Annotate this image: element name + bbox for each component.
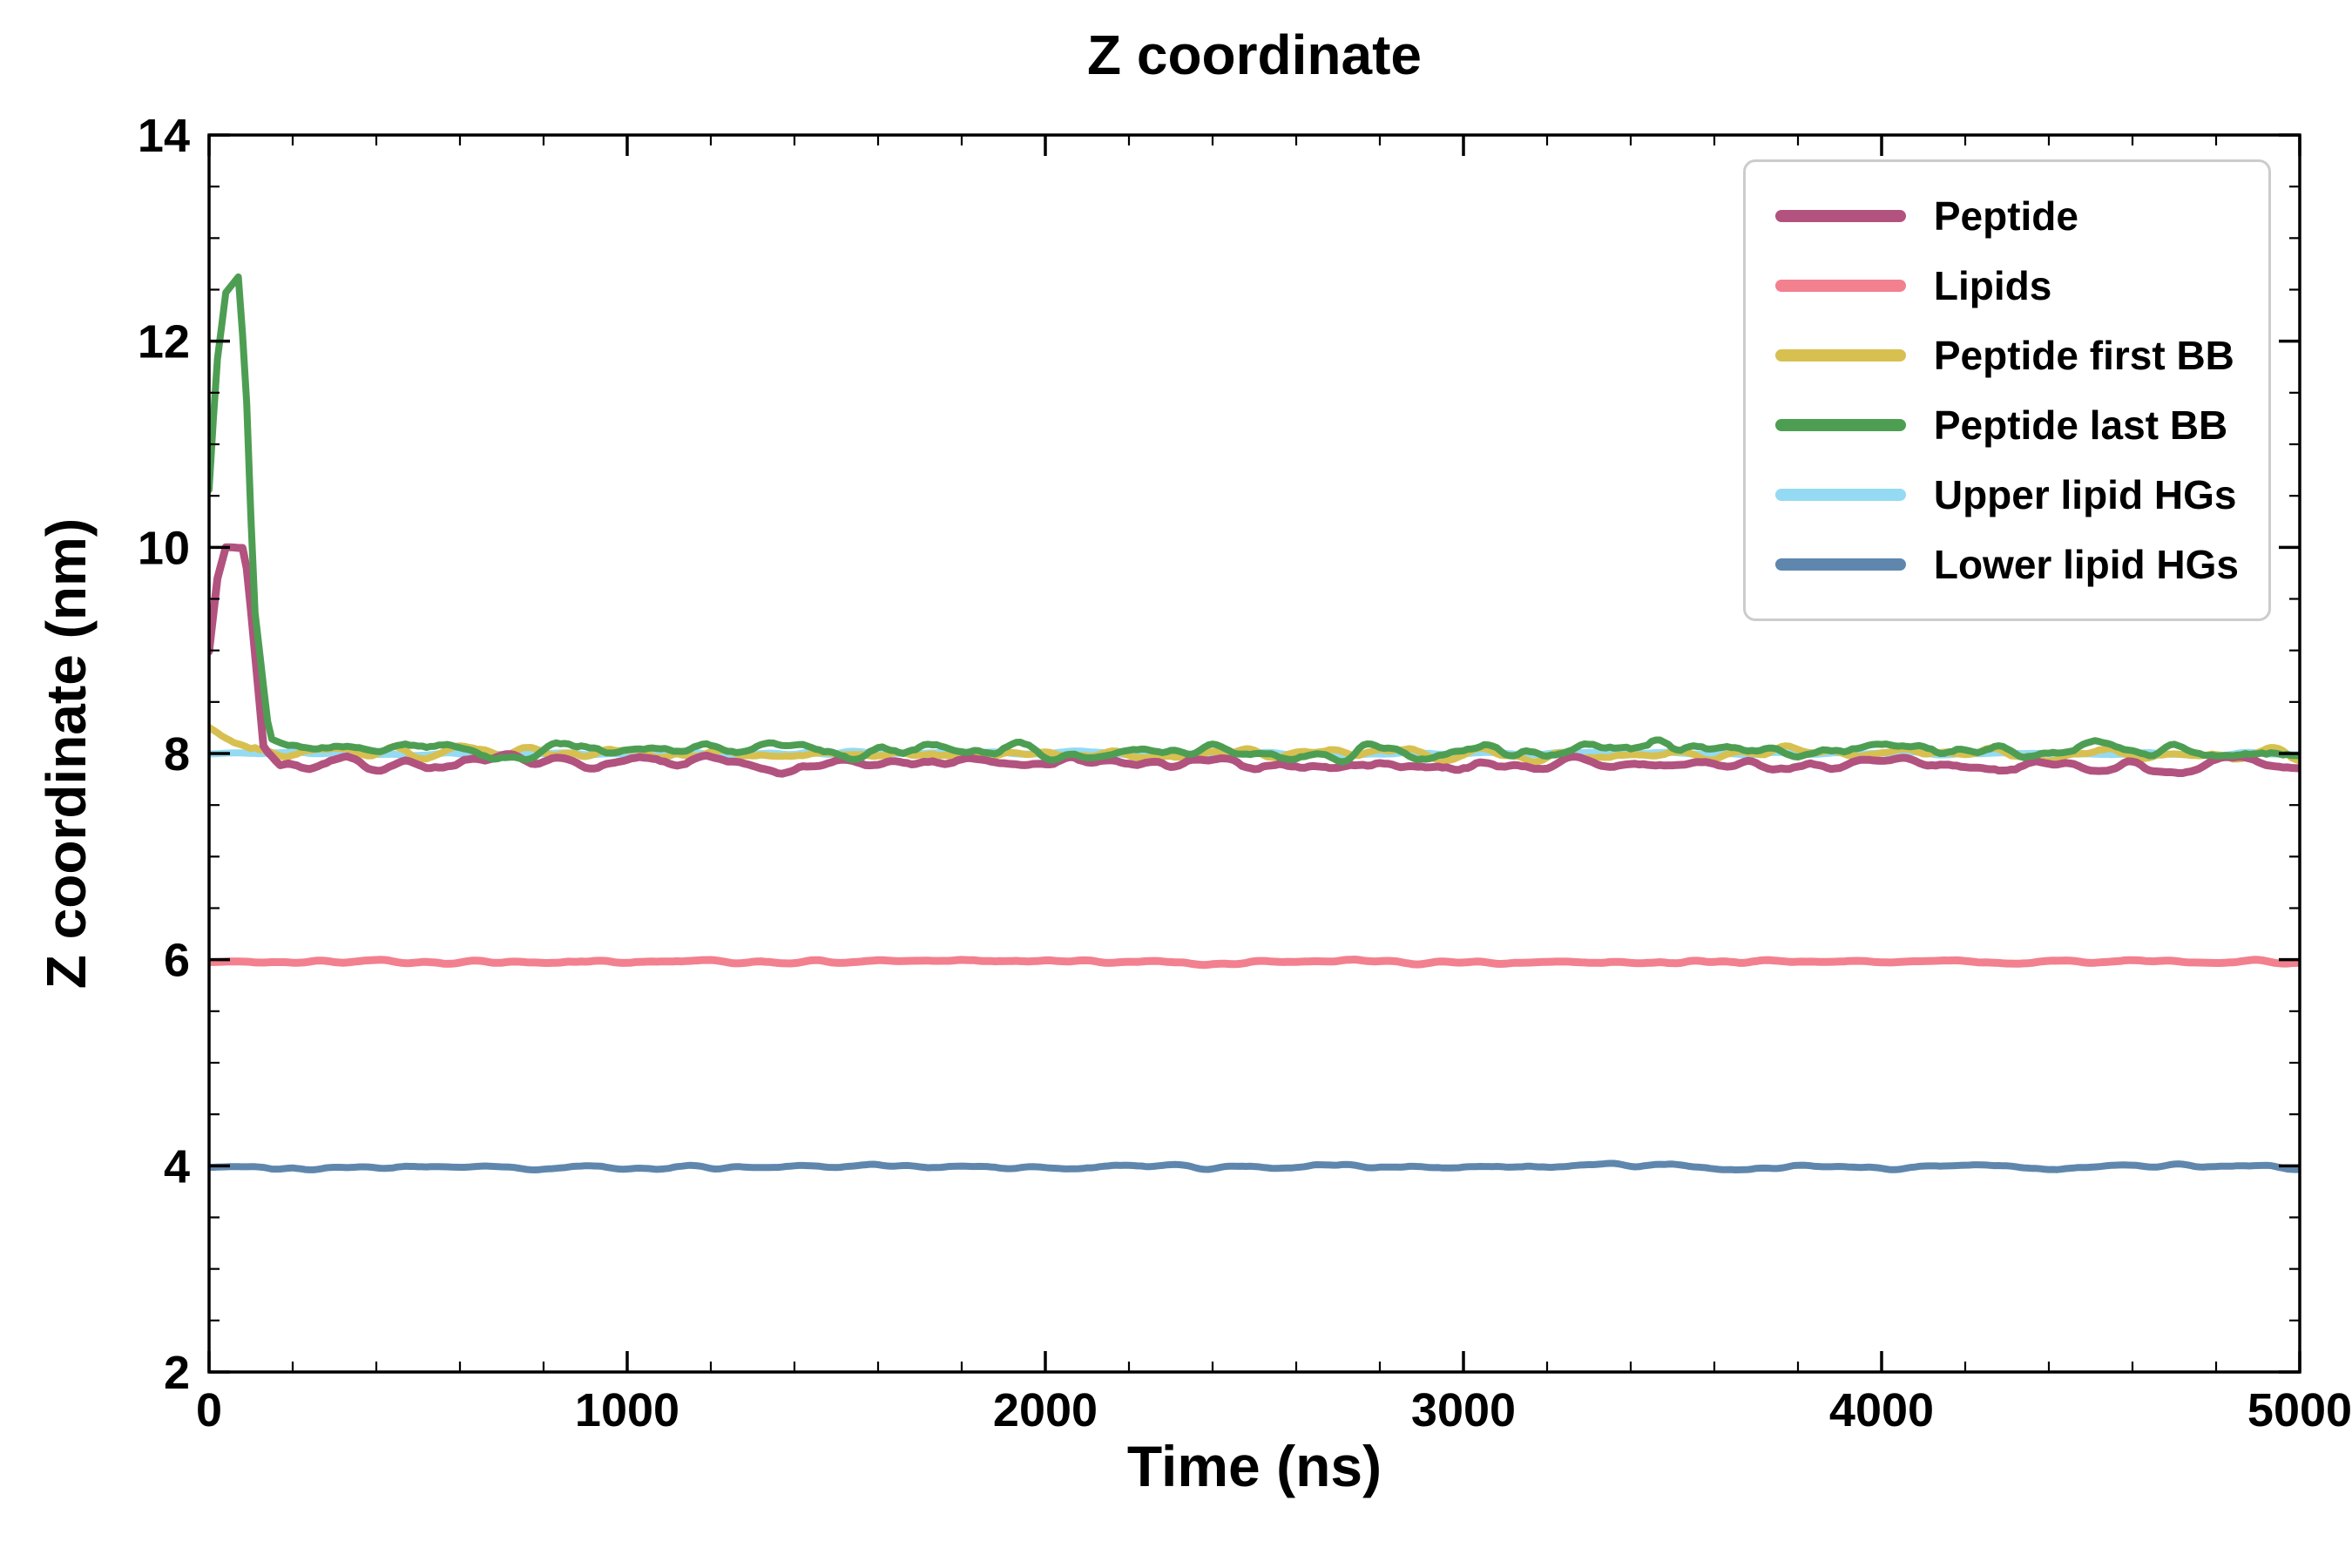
y-tick-label: 8 [164, 728, 190, 781]
x-tick-label: 5000 [2247, 1384, 2352, 1436]
legend-label: Lipids [1933, 263, 2052, 308]
x-tick-label: 0 [196, 1384, 222, 1436]
legend: Peptide Lipids Peptide first BB Peptide las… [1742, 159, 2271, 621]
series-line-peptide-last-bb [209, 273, 2300, 766]
plot-border [207, 133, 2301, 1374]
legend-item: Lower lipid HGs [1774, 530, 2239, 599]
legend-swatch [1774, 280, 1906, 292]
legend-item: Peptide [1774, 181, 2239, 251]
y-tick-label: 4 [164, 1140, 190, 1193]
legend-label: Peptide [1933, 193, 2078, 239]
y-tick-label: 14 [138, 110, 190, 162]
legend-swatch [1774, 489, 1906, 501]
legend-label: Lower lipid HGs [1933, 542, 2239, 587]
chart-title: Z coordinate [1086, 24, 1423, 86]
x-tick-label: 4000 [1829, 1384, 1934, 1436]
y-tick-label: 12 [138, 316, 190, 368]
legend-label: Peptide last BB [1933, 402, 2228, 448]
x-tick-label: 1000 [575, 1384, 679, 1436]
legend-item: Peptide first BB [1774, 321, 2239, 390]
series-line-lipids [209, 956, 2300, 970]
y-axis-label: Z coordinate (nm) [35, 517, 98, 990]
series-line-peptide [209, 543, 2300, 778]
y-tick-label: 10 [138, 522, 190, 574]
legend-label: Upper lipid HGs [1933, 472, 2237, 517]
x-tick-label: 3000 [1411, 1384, 1516, 1436]
legend-swatch [1774, 419, 1906, 431]
legend-item: Upper lipid HGs [1774, 460, 2239, 530]
x-tick-label: 2000 [993, 1384, 1098, 1436]
legend-swatch [1774, 349, 1906, 362]
series-line-lower-lipid-hgs [209, 1159, 2300, 1173]
legend-swatch [1774, 210, 1906, 222]
legend-swatch [1774, 558, 1906, 571]
y-tick-label: 6 [164, 935, 190, 987]
legend-item: Peptide last BB [1774, 390, 2239, 460]
legend-item: Lipids [1774, 251, 2239, 321]
series-group [209, 273, 2300, 1173]
legend-label: Peptide first BB [1933, 333, 2234, 378]
y-tick-label: 2 [164, 1347, 190, 1399]
x-axis-label: Time (ns) [1126, 1434, 1382, 1498]
